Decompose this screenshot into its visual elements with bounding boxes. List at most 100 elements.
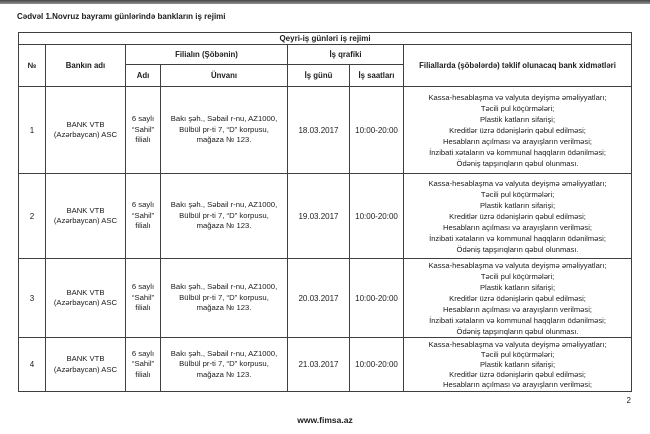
work-hours-cell: 10:00-20:00 [349,337,404,392]
bank-name-cell: BANK VTB (Azərbaycan) ASC [45,258,126,338]
branch-name-cell: 6 saylı “Sahil” filialı [125,337,161,392]
bank-name-line: BANK VTB [66,119,105,129]
branch-address-line: Bakı şəh., Səbail r-nu, AZ1000, [170,114,278,124]
service-line: İnzibati xətaların və kommunal haqqların… [429,233,606,243]
bank-name-cell: BANK VTB (Azərbaycan) ASC [45,86,126,174]
services-cell: Kassa-hesablaşma və valyuta deyişmə əməl… [402,173,633,259]
row-number-cell: 4 [18,337,46,392]
branch-address-cell: Bakı şəh., Səbail r-nu, AZ1000, Bülbül p… [160,258,288,338]
branch-name-line: “Sahil” [131,210,155,220]
service-line: Kassa-hesablaşma və valyuta deyişmə əməl… [428,92,607,102]
branch-address-line: mağaza № 123. [196,303,252,313]
branch-name-cell: 6 saylı “Sahil” filialı [125,86,161,174]
branch-address-line: Bülbül pr-ti 7, “D” korpusu, [179,292,269,302]
service-line: Plastik katların sifarişi; [479,282,556,292]
branch-address-line: mağaza № 123. [196,221,252,231]
service-line: Kassa-hesablaşma və valyuta deyişmə əməl… [428,339,607,349]
branch-name-line: 6 saylı [131,348,155,358]
service-line: Hesabların açılması və arayışların veril… [443,222,593,232]
column-header-branch-name: Adı [125,64,161,87]
service-line: Kreditlər üzrə ödənişlərin qəbul edilməs… [449,125,586,135]
service-line: Kassa-hesablaşma və valyuta deyişmə əməl… [428,178,607,188]
column-header-work-hours: İş saatları [349,64,404,87]
branch-address-cell: Bakı şəh., Səbail r-nu, AZ1000, Bülbül p… [160,86,288,174]
table-row: 1 BANK VTB (Azərbaycan) ASC 6 saylı “Sah… [18,86,633,174]
column-header-services: Filiallarda (şöbələrdə) təklif olunacaq … [402,44,633,87]
bank-name-line: (Azərbaycan) ASC [53,216,118,225]
work-day-cell: 20.03.2017 [287,258,350,338]
branch-name-line: “Sahil” [131,124,155,134]
service-line: Kreditlər üzrə ödənişlərin qəbul edilməs… [449,369,586,379]
merged-header-row: Qeyri-iş günləri iş rejimi [17,32,633,45]
branch-name-line: filialı [135,135,151,145]
bank-name-line: BANK VTB [66,205,105,215]
row-number-cell: 3 [18,258,46,338]
work-hours-cell: 10:00-20:00 [349,173,404,259]
service-line: Təcili pul köçürmələri; [480,271,555,281]
column-header-branch-group: Filialın (Şöbənin) [125,44,288,65]
branch-name-line: filialı [135,369,151,379]
row-number-cell: 1 [18,86,46,174]
branch-address-line: mağaza № 123. [196,369,252,379]
branch-address-cell: Bakı şəh., Səbail r-nu, AZ1000, Bülbül p… [160,337,288,392]
table-merged-header: Qeyri-iş günləri iş rejimi [17,32,633,45]
service-line: İnzibati xətaların və kommunal haqqların… [429,147,606,157]
column-header-branch-address: Ünvanı [160,64,288,87]
work-day-cell: 18.03.2017 [287,86,350,174]
top-bar [0,0,650,4]
bank-name-line: BANK VTB [66,354,105,363]
bank-name-line: BANK VTB [66,287,105,297]
services-cell: Kassa-hesablaşma və valyuta deyişmə əməl… [402,258,633,338]
branch-name-line: filialı [135,221,151,231]
branch-name-cell: 6 saylı “Sahil” filialı [125,258,161,338]
branch-address-line: Bakı şəh., Səbail r-nu, AZ1000, [170,200,278,210]
branch-address-cell: Bakı şəh., Səbail r-nu, AZ1000, Bülbül p… [160,173,288,259]
service-line: Plastik katların sifarişi; [479,200,556,210]
work-day-cell: 19.03.2017 [287,173,350,259]
branch-name-line: 6 saylı [131,114,155,124]
bank-name-line: (Azərbaycan) ASC [53,364,118,374]
table-row: 2 BANK VTB (Azərbaycan) ASC 6 saylı “Sah… [18,173,633,259]
work-day-cell: 21.03.2017 [287,337,350,392]
column-header-work-day: İş günü [287,64,350,87]
header-row-subcolumns: Adı Ünvanı İş günü İş saatları [19,64,632,87]
table-row: 3 BANK VTB (Azərbaycan) ASC 6 saylı “Sah… [18,258,633,338]
branch-name-line: filialı [135,303,151,313]
branch-name-cell: 6 saylı “Sahil” filialı [125,173,161,259]
service-line: Kreditlər üzrə ödənişlərin qəbul edilməs… [449,211,586,221]
service-line: Ödəniş tapşırıqların qəbul olunması. [456,326,579,336]
service-line: Hesabların açılması və arayışların veril… [443,136,593,146]
table-row: 4 BANK VTB (Azərbaycan) ASC 6 saylı “Sah… [18,337,633,392]
service-line: Təcili pul köçürmələri; [480,103,555,113]
footer-url: www.fimsa.az [297,415,353,425]
service-line: Plastik katların sifarişi; [479,114,556,124]
page-number: 2 [626,396,631,405]
column-header-schedule-group: İş qrafiki [287,44,404,65]
column-header-bank-name: Bankın adı [45,44,126,87]
bank-name-line: (Azərbaycan) ASC [53,130,118,139]
branch-address-line: Bülbül pr-ti 7, “D” korpusu, [179,124,269,134]
bank-name-line: (Azərbaycan) ASC [53,298,118,307]
service-line: İnzibati xətaların və kommunal haqqların… [429,315,606,325]
branch-address-line: Bülbül pr-ti 7, “D” korpusu, [179,210,269,220]
branch-name-line: 6 saylı [131,200,155,210]
bank-name-cell: BANK VTB (Azərbaycan) ASC [45,173,126,259]
service-line: Kassa-hesablaşma və valyuta deyişmə əməl… [428,260,607,270]
branch-name-line: “Sahil” [131,359,155,369]
service-line: Ödəniş tapşırıqların qəbul olunması. [456,244,579,254]
services-cell: Kassa-hesablaşma və valyuta deyişmə əməl… [402,337,633,392]
row-number-cell: 2 [18,173,46,259]
branch-name-line: 6 saylı [131,282,155,292]
work-hours-cell: 10:00-20:00 [349,258,404,338]
service-line: Təcili pul köçürmələri; [480,349,555,359]
service-line: Hesabların açılması və arayışların veril… [443,304,593,314]
branch-address-line: Bakı şəh., Səbail r-nu, AZ1000, [170,282,278,292]
branch-address-line: mağaza № 123. [196,135,252,145]
service-line: Təcili pul köçürmələri; [480,189,555,199]
service-line: Ödəniş tapşırıqların qəbul olunması. [456,158,579,168]
work-hours-cell: 10:00-20:00 [349,86,404,174]
branch-address-line: Bülbül pr-ti 7, “D” korpusu, [179,359,269,369]
service-line: Kreditlər üzrə ödənişlərin qəbul edilməs… [449,293,586,303]
branch-name-line: “Sahil” [131,292,155,302]
branch-address-line: Bakı şəh., Səbail r-nu, AZ1000, [170,348,278,358]
